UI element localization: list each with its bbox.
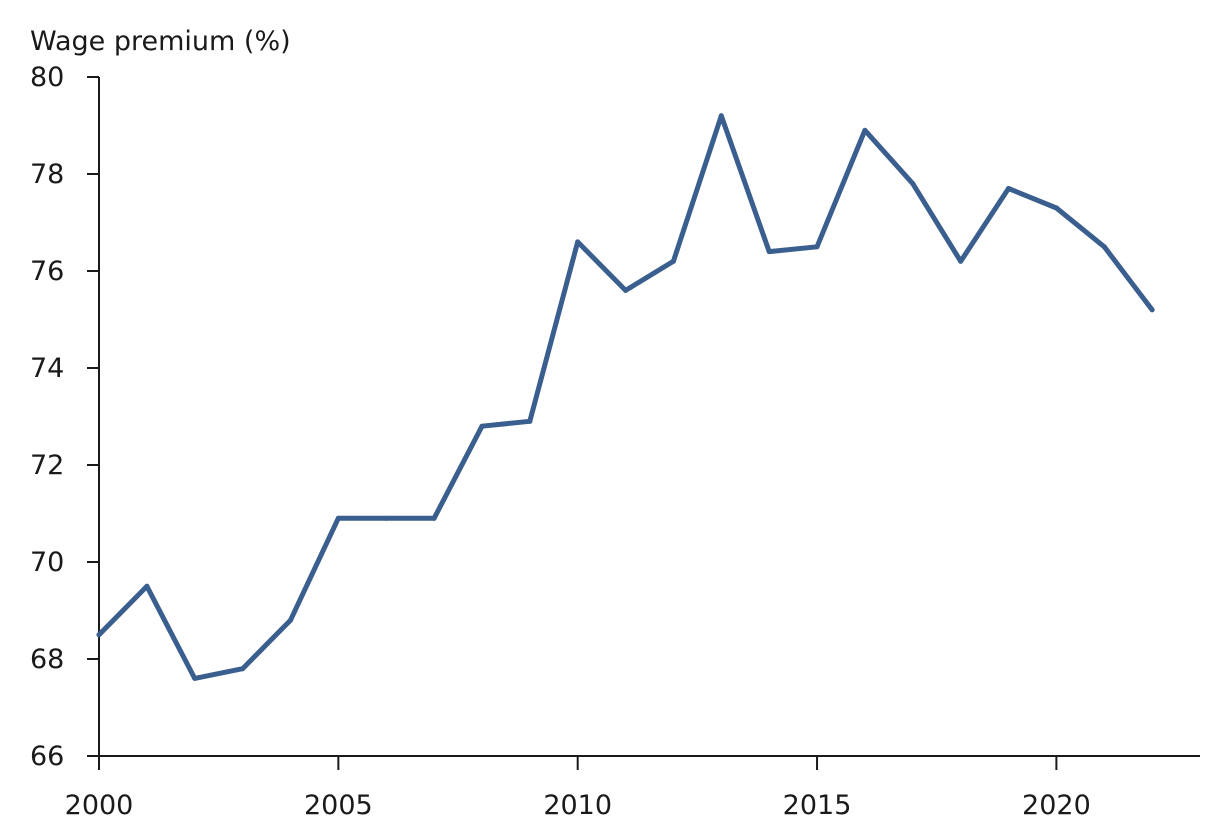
y-tick-label: 68 xyxy=(30,644,64,675)
y-tick-label: 70 xyxy=(30,547,64,578)
data-point xyxy=(1053,205,1059,211)
y-tick-label: 80 xyxy=(30,62,64,93)
data-point xyxy=(623,287,629,293)
y-tick-label: 74 xyxy=(30,353,64,384)
data-point xyxy=(910,181,916,187)
x-tick-label: 2000 xyxy=(65,790,134,821)
data-point xyxy=(1101,244,1107,250)
data-point xyxy=(383,515,389,521)
x-tick-label: 2015 xyxy=(783,790,852,821)
data-point xyxy=(1149,307,1155,313)
x-axis: 2000 2005 2010 2015 2020 xyxy=(65,755,1200,821)
series-layer xyxy=(96,113,1155,681)
y-axis: 66 68 70 72 74 76 78 80 xyxy=(30,62,100,772)
data-point xyxy=(287,617,293,623)
data-point xyxy=(240,666,246,672)
data-point xyxy=(862,127,868,133)
x-tick-label: 2020 xyxy=(1022,790,1091,821)
x-tick-label: 2010 xyxy=(543,790,612,821)
y-tick-label: 66 xyxy=(30,741,64,772)
data-point xyxy=(766,249,772,255)
data-point xyxy=(670,258,676,264)
y-axis-title: Wage premium (%) xyxy=(30,26,291,57)
data-point xyxy=(1006,186,1012,192)
x-tick-label: 2005 xyxy=(304,790,373,821)
data-point xyxy=(718,113,724,119)
data-point xyxy=(144,583,150,589)
y-tick-label: 78 xyxy=(30,159,64,190)
y-tick-label: 76 xyxy=(30,256,64,287)
data-point xyxy=(479,423,485,429)
data-point xyxy=(192,675,198,681)
data-point xyxy=(814,244,820,250)
data-point xyxy=(431,515,437,521)
data-point xyxy=(527,418,533,424)
data-point xyxy=(335,515,341,521)
series-line xyxy=(96,113,1155,681)
data-point xyxy=(575,239,581,245)
data-point xyxy=(958,258,964,264)
y-tick-label: 72 xyxy=(30,450,64,481)
data-point xyxy=(96,632,102,638)
